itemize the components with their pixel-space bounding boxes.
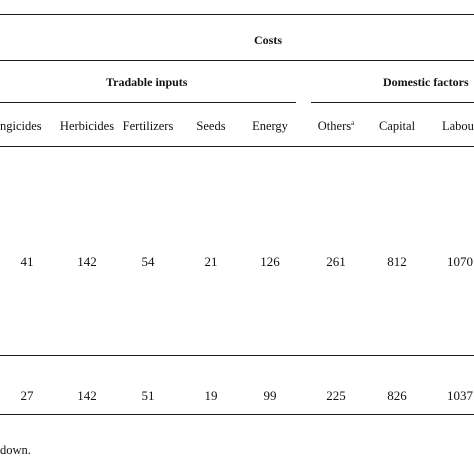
domestic-factors-header: Domestic factors xyxy=(383,75,469,89)
column-header-herbicides: Herbicides xyxy=(59,119,115,133)
table-cell: 126 xyxy=(260,254,280,269)
costs-header: Costs xyxy=(254,33,283,47)
table-cell: 19 xyxy=(204,388,218,403)
others-label: Others xyxy=(317,119,352,133)
costs-header-rule xyxy=(0,60,474,61)
table-cell: 826 xyxy=(387,388,407,403)
row-separator-rule xyxy=(0,355,474,356)
tradable-inputs-rule xyxy=(0,102,296,103)
table-cell: 261 xyxy=(326,254,346,269)
table-cell: 51 xyxy=(141,388,155,403)
footnote-text: down. xyxy=(0,443,31,457)
table-cell: 1037 xyxy=(447,388,473,403)
column-header-rule xyxy=(0,146,474,147)
table-cell: 812 xyxy=(387,254,407,269)
tradable-inputs-header: Tradable inputs xyxy=(106,75,188,89)
table-cell: 1070 xyxy=(447,254,473,269)
table-cell: 99 xyxy=(263,388,277,403)
column-header-capital: Capital xyxy=(378,119,416,133)
table-cell: 41 xyxy=(20,254,34,269)
table-bottom-rule xyxy=(0,414,474,415)
column-header-fungicides: ngicides xyxy=(0,119,42,133)
table-cell: 142 xyxy=(77,254,97,269)
column-header-labour: Labou xyxy=(442,119,474,133)
column-header-seeds: Seeds xyxy=(196,119,226,133)
others-footnote-mark: a xyxy=(351,118,355,127)
column-header-energy: Energy xyxy=(252,119,288,133)
table-top-rule xyxy=(0,14,474,15)
column-header-fertilizers: Fertilizers xyxy=(122,119,174,133)
table-cell: 225 xyxy=(326,388,346,403)
table-cell: 142 xyxy=(77,388,97,403)
table-cell: 21 xyxy=(204,254,218,269)
table-cell: 54 xyxy=(141,254,155,269)
table-cell: 27 xyxy=(20,388,34,403)
domestic-factors-rule xyxy=(311,102,474,103)
column-header-others: Othersa xyxy=(317,118,355,133)
